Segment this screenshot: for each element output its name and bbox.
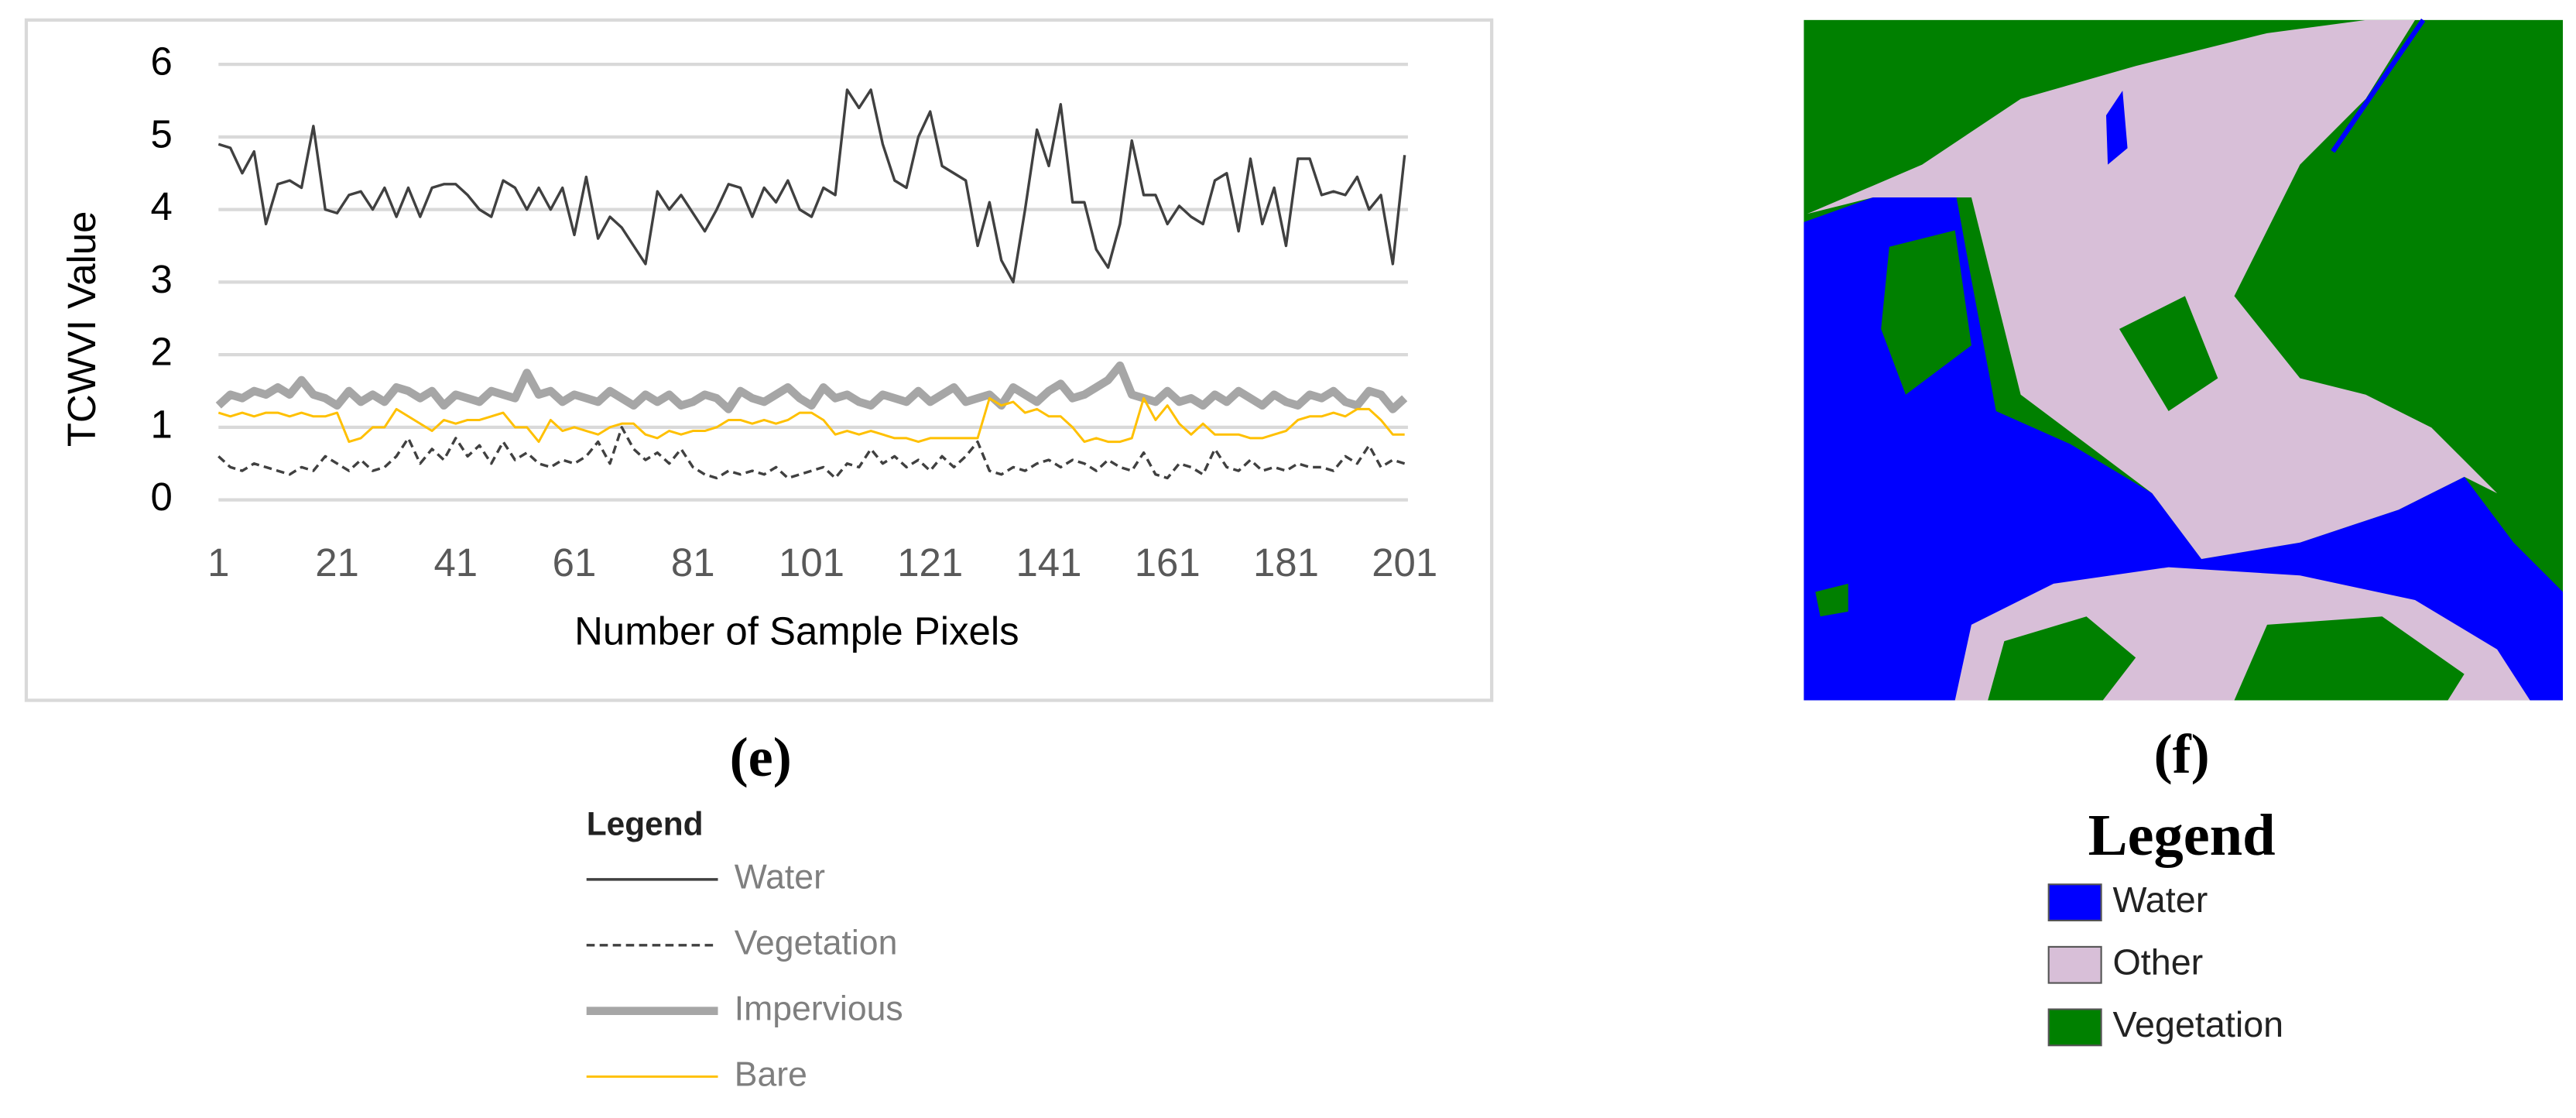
map-vegetation (1815, 583, 1848, 617)
map-vegetation (1988, 616, 2136, 701)
map-other (1807, 19, 2498, 560)
legend-label: Vegetation (735, 924, 898, 962)
caption: (e) (730, 726, 792, 788)
x-tick-label: 141 (1016, 540, 1081, 585)
y-tick-label: 2 (151, 330, 173, 374)
series-line (215, 361, 1408, 413)
y-tick-label: 1 (151, 402, 173, 446)
x-tick-label: 121 (897, 540, 963, 585)
map-legend-title: Legend (2088, 802, 2276, 868)
legend-swatch (2047, 883, 2102, 921)
plot (215, 88, 1408, 480)
legend-label: Water (735, 859, 825, 897)
y-tick-label: 3 (151, 257, 173, 301)
legend-label: Other (2112, 942, 2203, 983)
map-vegetation (2119, 296, 2218, 411)
series-line (218, 426, 1406, 480)
map-water (2331, 19, 2426, 153)
x-tick-label: 41 (433, 540, 478, 585)
map-water (1804, 189, 2564, 701)
x-tick-label: 81 (671, 540, 715, 585)
legend-swatch (2047, 1008, 2102, 1047)
x-tick-label: 161 (1135, 540, 1201, 585)
x-tick-label: 1 (207, 540, 229, 585)
series-line (218, 88, 1406, 284)
legend-label: Impervious (735, 989, 903, 1027)
legend-label: Water (2112, 880, 2208, 920)
map-vegetation (2234, 616, 2465, 701)
land-cover-map (1804, 19, 2564, 701)
y-tick-label: 4 (151, 184, 173, 228)
y-tick-label: 6 (151, 39, 173, 84)
x-tick-label: 61 (553, 540, 597, 585)
legend: Water Vegetation Impervious Bare (586, 859, 903, 1093)
y-tick-label: 0 (151, 475, 173, 519)
caption: (f) (2154, 723, 2210, 785)
y-tick-label: 5 (151, 111, 173, 156)
chart-frame (24, 18, 1494, 702)
legend-label: Bare (735, 1055, 807, 1093)
legend-title: Legend (587, 806, 704, 842)
y-axis-title: TCWVI Value (60, 211, 104, 448)
x-tick-label: 101 (779, 540, 844, 585)
x-tick-label: 21 (315, 540, 359, 585)
x-tick-label: 201 (1372, 540, 1437, 585)
x-axis-title: Number of Sample Pixels (574, 609, 1019, 653)
map-water (2105, 91, 2128, 165)
x-tick-label: 181 (1253, 540, 1319, 585)
legend-swatch (2047, 945, 2102, 984)
legend-label: Vegetation (2112, 1004, 2283, 1044)
map-legend: Water Other Vegetation (2047, 880, 2283, 1047)
map-vegetation (1881, 230, 1971, 395)
series-line (218, 396, 1405, 444)
